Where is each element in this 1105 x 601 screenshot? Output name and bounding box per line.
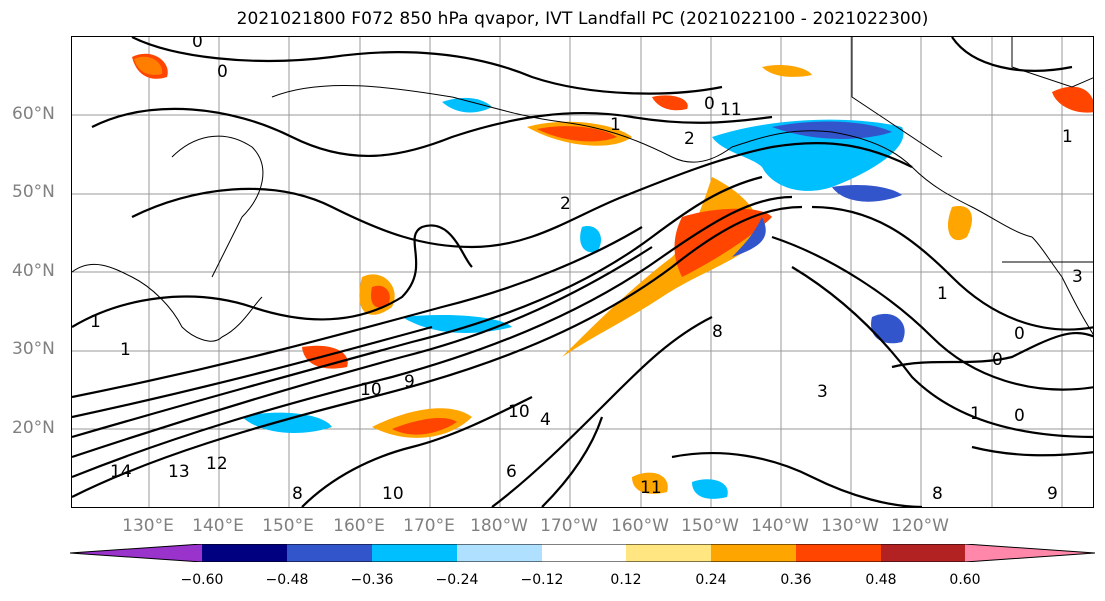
colorbar-segment bbox=[965, 544, 1095, 562]
contour-label: 13 bbox=[168, 462, 190, 482]
graticule bbox=[72, 37, 1093, 507]
contour-label: 0 bbox=[704, 94, 715, 114]
coastlines bbox=[72, 37, 1093, 342]
colorbar-tick: −0.12 bbox=[520, 572, 564, 588]
contour-label: 1 bbox=[120, 340, 131, 360]
colorbar-segment bbox=[287, 544, 372, 562]
colorbar-tick: 0.24 bbox=[695, 572, 727, 588]
colorbar bbox=[70, 544, 1095, 562]
map-panel: 0 0 0 1 2 2 1 1 3 1 0 0 1 0 1 10 9 8 10 … bbox=[71, 36, 1094, 508]
contour-label: 6 bbox=[506, 462, 517, 482]
lon-label: 180°W bbox=[470, 516, 528, 536]
contour-label: 0 bbox=[1014, 324, 1025, 344]
lat-label-40n: 40°N bbox=[12, 261, 55, 281]
contour-label: 12 bbox=[206, 454, 228, 474]
colorbar-segment bbox=[796, 544, 881, 562]
contour-label: 4 bbox=[540, 410, 551, 430]
colorbar-tick: 0.60 bbox=[949, 572, 981, 588]
contour-label: 10 bbox=[382, 484, 404, 504]
lon-label: 140°W bbox=[751, 516, 809, 536]
colorbar-segment bbox=[711, 544, 796, 562]
contour-label: 2 bbox=[560, 194, 571, 214]
colorbar-segment bbox=[542, 544, 626, 562]
contour-label: 8 bbox=[292, 484, 303, 504]
lon-label: 160°E bbox=[333, 516, 385, 536]
contour-label: 9 bbox=[404, 372, 415, 392]
map-canvas: 0 0 0 1 2 2 1 1 3 1 0 0 1 0 1 10 9 8 10 … bbox=[72, 37, 1093, 507]
contour-label: 0 bbox=[217, 62, 228, 82]
colorbar-segment bbox=[881, 544, 965, 562]
contour-label: 8 bbox=[712, 322, 723, 342]
contour-label: 1 bbox=[937, 284, 948, 304]
contour-label: 8 bbox=[932, 484, 943, 504]
contour-label: 10 bbox=[360, 380, 382, 400]
lat-label-60n: 60°N bbox=[12, 104, 55, 124]
lat-label-20n: 20°N bbox=[12, 418, 55, 438]
colorbar-tick: 0.48 bbox=[865, 572, 897, 588]
figure-title: 2021021800 F072 850 hPa qvapor, IVT Land… bbox=[236, 9, 929, 29]
colorbar-segment bbox=[70, 544, 202, 562]
contour-label: 0 bbox=[1014, 406, 1025, 426]
contour-label: 1 bbox=[1062, 127, 1073, 147]
contour-label: 11 bbox=[640, 478, 662, 498]
qvapor-shading bbox=[132, 53, 1093, 499]
lon-label: 120°W bbox=[891, 516, 949, 536]
ivt-contours bbox=[72, 37, 1093, 507]
lon-label: 160°W bbox=[611, 516, 669, 536]
colorbar-segment bbox=[626, 544, 711, 562]
lon-label: 140°E bbox=[192, 516, 244, 536]
colorbar-segment bbox=[202, 544, 287, 562]
contour-label: 1 bbox=[610, 115, 621, 135]
lon-label: 150°W bbox=[681, 516, 739, 536]
contour-label: 1 bbox=[90, 312, 101, 332]
colorbar-segment bbox=[372, 544, 457, 562]
contour-label: 14 bbox=[110, 462, 132, 482]
contour-label: 2 bbox=[684, 129, 695, 149]
lat-label-50n: 50°N bbox=[12, 182, 55, 202]
lon-label: 170°E bbox=[403, 516, 455, 536]
contour-label: 0 bbox=[192, 37, 203, 52]
colorbar-tick: −0.36 bbox=[350, 572, 394, 588]
colorbar-tick: −0.48 bbox=[265, 572, 309, 588]
lon-label: 130°W bbox=[821, 516, 879, 536]
colorbar-segment bbox=[457, 544, 542, 562]
contour-labels: 0 0 0 1 2 2 1 1 3 1 0 0 1 0 1 10 9 8 10 … bbox=[90, 37, 1083, 504]
contour-label: 9 bbox=[1047, 484, 1058, 504]
colorbar-tick: 0.12 bbox=[610, 572, 642, 588]
colorbar-tick: 0.36 bbox=[780, 572, 812, 588]
contour-label: 10 bbox=[508, 402, 530, 422]
lon-label: 130°E bbox=[122, 516, 174, 536]
contour-label: 3 bbox=[817, 382, 828, 402]
lon-label: 150°E bbox=[262, 516, 314, 536]
colorbar-tick: −0.24 bbox=[435, 572, 479, 588]
lon-label: 170°W bbox=[540, 516, 598, 536]
colorbar-tick: −0.60 bbox=[180, 572, 224, 588]
lat-label-30n: 30°N bbox=[12, 339, 55, 359]
contour-label: 0 bbox=[992, 350, 1003, 370]
contour-label: 3 bbox=[1072, 267, 1083, 287]
contour-label: 11 bbox=[720, 100, 742, 120]
contour-label: 1 bbox=[970, 404, 981, 424]
